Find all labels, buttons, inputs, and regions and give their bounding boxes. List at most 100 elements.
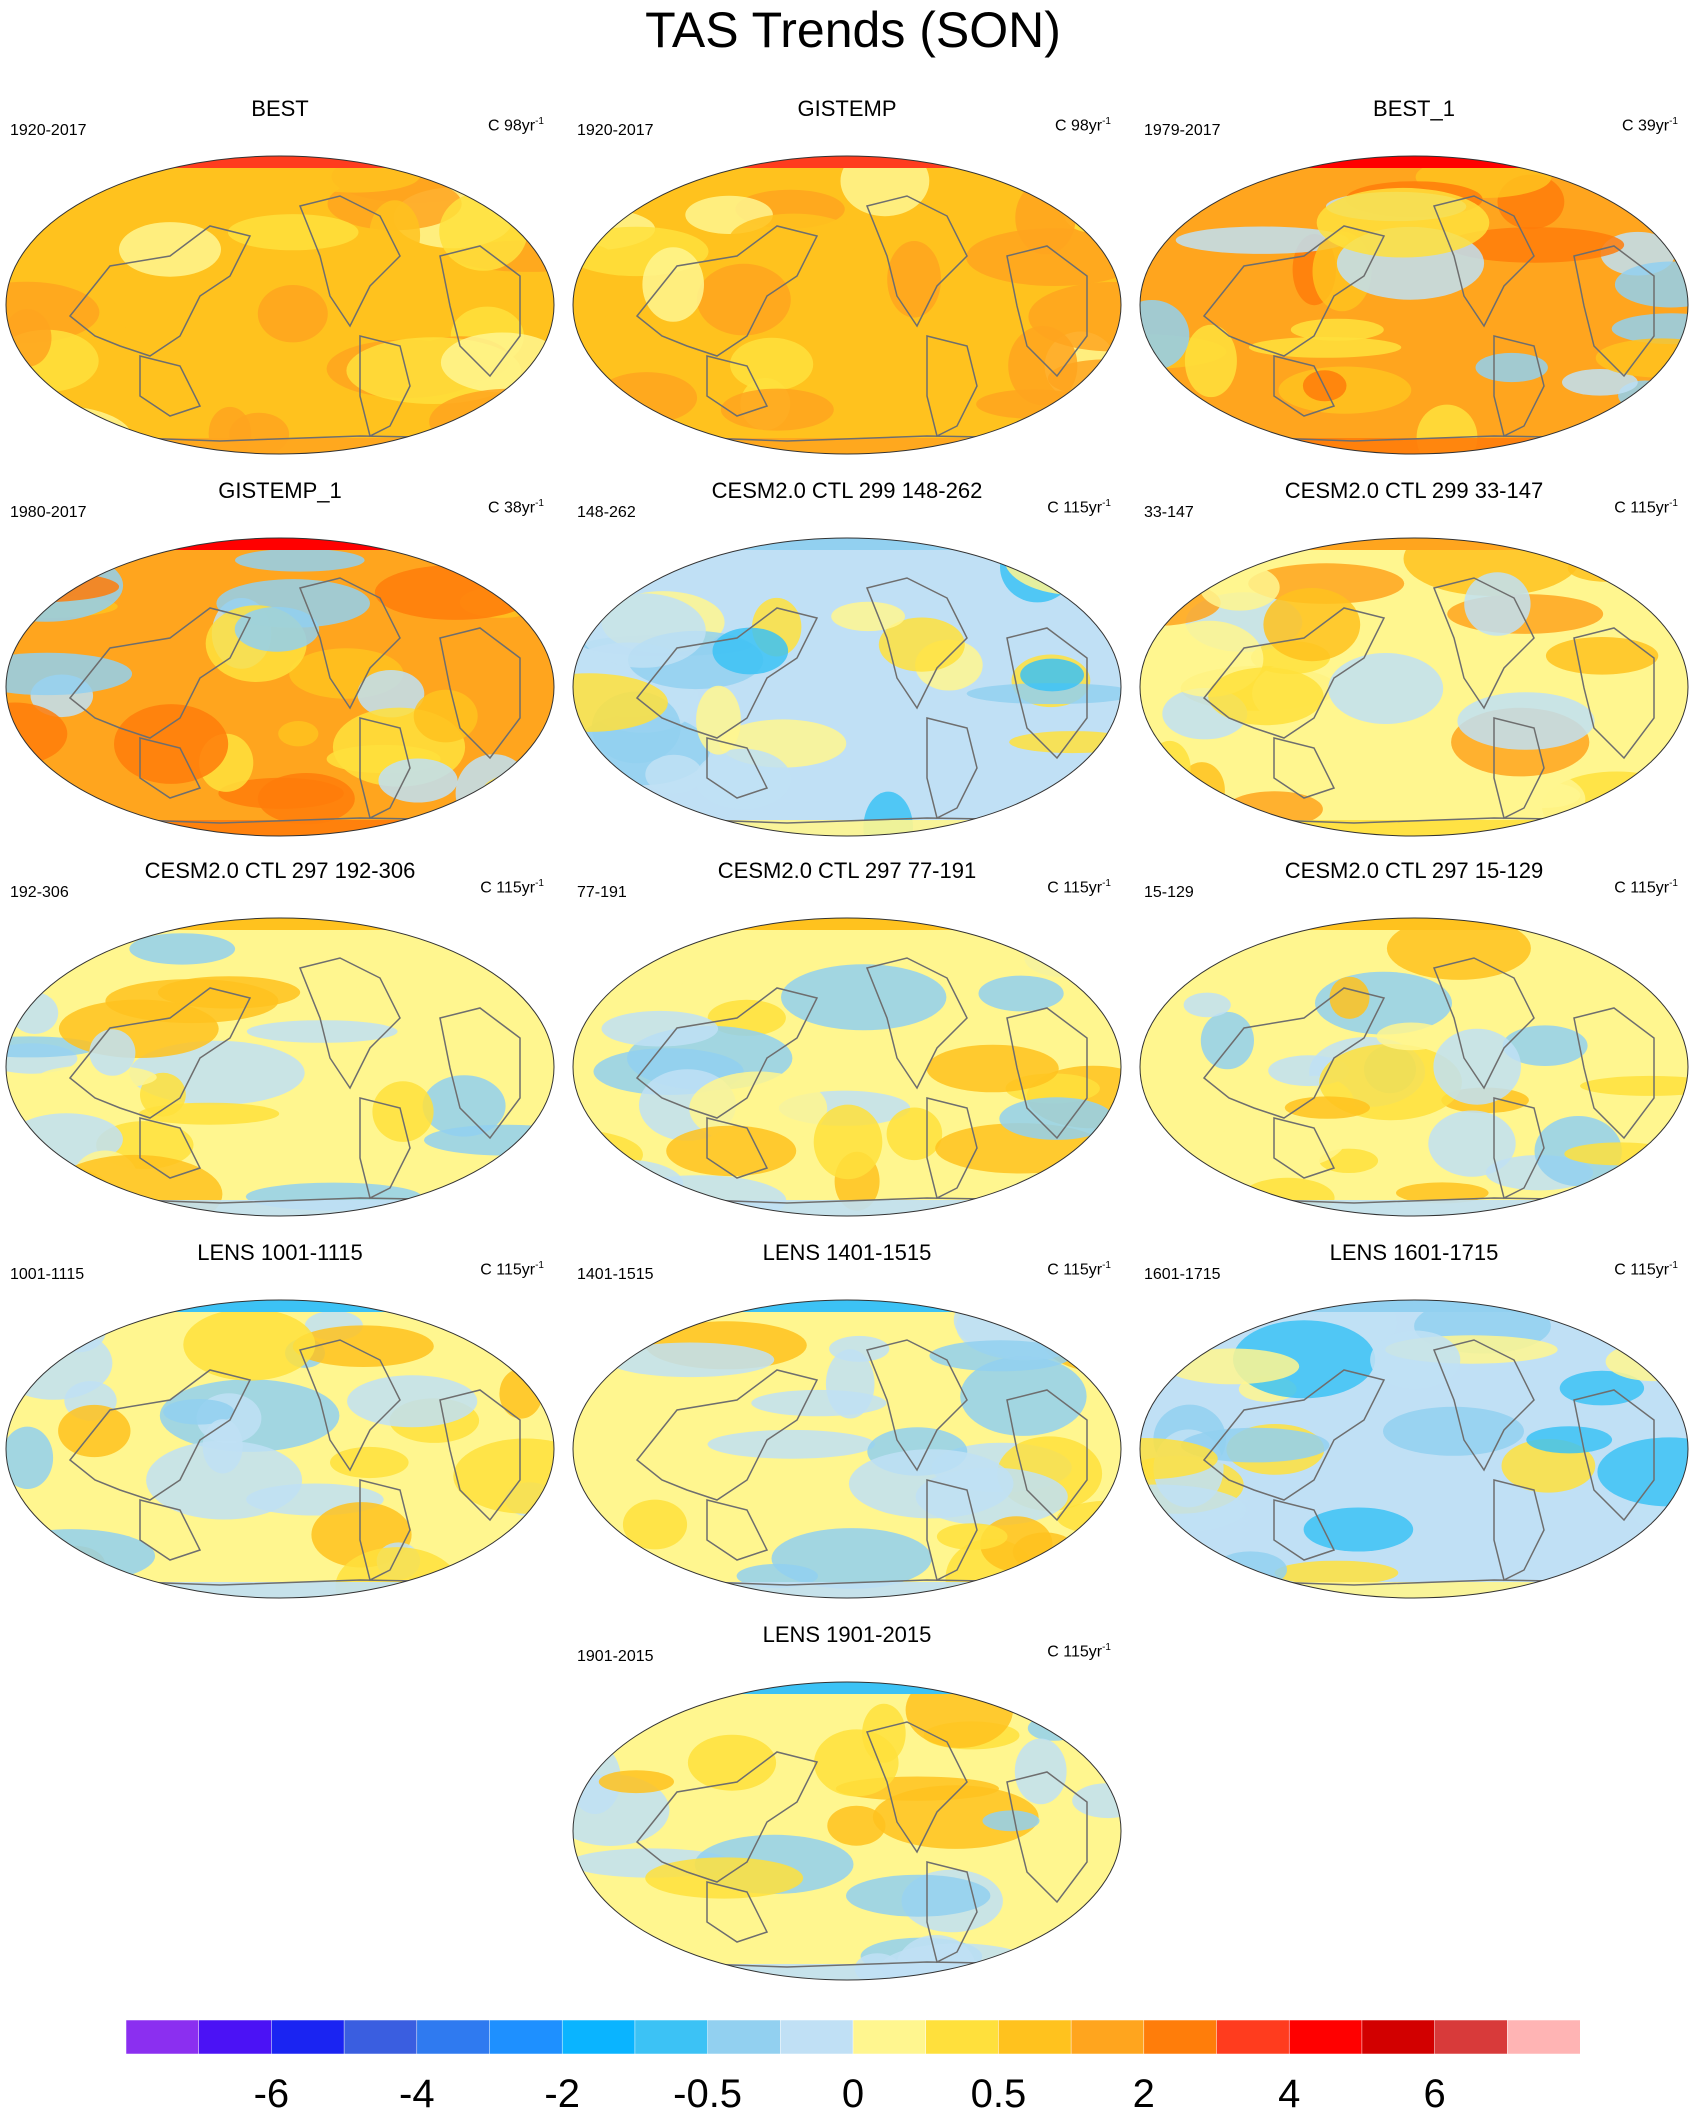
coastline [439,1389,521,1522]
anomaly-region [1028,282,1121,352]
map-border [1139,537,1689,837]
anomaly-region [1048,1546,1121,1598]
anomaly-region [1178,762,1225,819]
antarctic-band [6,1200,554,1216]
arctic-band [573,538,1121,550]
anomaly-region [1284,1096,1370,1119]
anomaly-region [730,337,814,391]
anomaly-region [1183,992,1231,1018]
colorbar-swatch [271,2020,345,2054]
anomaly-region [595,372,698,424]
trend-map [1139,1299,1689,1599]
coastline [1006,1007,1088,1140]
coastline [68,225,252,357]
map-border [572,1681,1122,1981]
coastline [865,195,968,328]
map-panel: LENS 1401-1515 1401-1515 C 115yr-1 [567,1240,1127,1600]
panel-units: C 115yr-1 [1047,878,1111,897]
map-border [1139,1299,1689,1599]
arctic-band [573,156,1121,168]
colorbar-swatch [634,2020,709,2054]
coastline [298,195,401,328]
anomaly-region [183,1308,316,1381]
coastline [635,225,819,357]
antarctic-band [1140,820,1688,836]
anomaly-region [1184,324,1237,398]
anomaly-region [129,933,236,965]
antarctic-band [573,820,1121,836]
coastline [139,355,202,417]
anomaly-region [10,992,59,1034]
panel-title: GISTEMP_1 [218,478,342,503]
coastline [1573,1007,1655,1140]
antarctic-band [573,1200,1121,1216]
panel-period: 77-191 [577,884,627,901]
coastline [635,1369,819,1501]
anomaly-region [905,1682,1013,1748]
trend-map [572,537,1122,837]
trend-map [1139,537,1689,837]
anomaly-region [729,213,859,266]
coastline [635,987,819,1119]
anomaly-region [1274,1560,1399,1586]
arctic-band [1140,156,1688,168]
coastline [1202,225,1386,357]
trend-map [5,155,555,455]
anomaly-region [813,1104,883,1180]
map-panel: BEST_1 1979-2017 C 39yr-1 [1134,96,1694,456]
coastline [865,957,968,1090]
colorbar-swatch [998,2020,1072,2054]
anomaly-region [439,191,528,271]
anomaly-region [372,1081,434,1142]
coastline [1273,737,1336,799]
map-panel: CESM2.0 CTL 299 148-262 148-262 C 115yr-1 [567,478,1127,838]
coastline [139,1499,202,1561]
panel-title: BEST_1 [1373,96,1455,121]
anomaly-region [111,292,170,331]
anomaly-region [234,548,365,572]
map-border [572,537,1122,837]
coastline [635,1751,819,1883]
arctic-band [573,918,1121,930]
anomaly-region [292,1325,434,1367]
panel-units: C 115yr-1 [1614,878,1678,897]
colorbar-swatch [489,2020,563,2054]
trend-map [572,155,1122,455]
anomaly-region [573,1159,684,1209]
anomaly-region [573,1031,597,1085]
arctic-band [6,156,554,168]
anomaly-region [1303,1507,1414,1552]
anomaly-region [1014,1738,1067,1805]
colorbar-swatch [1288,2020,1363,2054]
anomaly-region [246,1020,398,1043]
colorbar-tick-label: 2 [1132,2072,1155,2116]
anomaly-region [1435,766,1586,833]
anomaly-region [1502,1025,1588,1066]
anomaly-region [6,1036,99,1058]
anomaly-region [466,1172,554,1205]
anomaly-region [1089,1923,1121,1964]
colorbar-swatch [1507,2020,1580,2054]
map-panel: CESM2.0 CTL 297 192-306 192-306 C 115yr-1 [0,858,560,1218]
coastline [1006,245,1088,378]
anomaly-region [803,324,955,346]
coastline [139,737,202,799]
anomaly-region [1140,1438,1218,1480]
anomaly-region [38,1065,157,1090]
coastline [1273,1117,1336,1179]
coastline [1202,607,1386,739]
anomaly-region [202,1419,243,1474]
panel-period: 1920-2017 [10,122,87,139]
coastline [1432,957,1535,1090]
anomaly-region [707,1429,876,1459]
anomaly-region [374,565,537,620]
colorbar-swatch [780,2020,854,2054]
coastline [1432,577,1535,710]
colorbar-swatch [707,2020,782,2054]
anomaly-region [601,1010,719,1047]
coastline [926,1479,978,1582]
coastline [926,717,978,820]
anomaly-region [357,670,425,718]
anomaly-region [330,1446,409,1479]
anomaly-region [573,789,647,824]
